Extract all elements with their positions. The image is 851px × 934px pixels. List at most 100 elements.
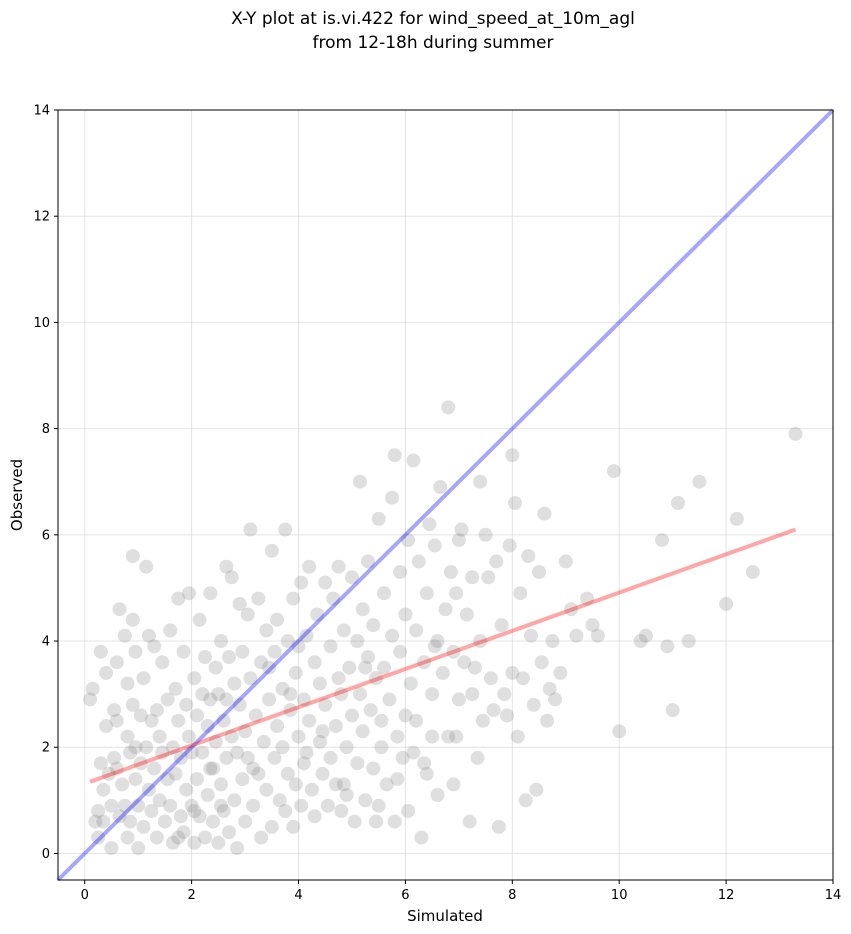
scatter-point [168, 681, 183, 696]
scatter-point [692, 474, 707, 489]
scatter-point [377, 586, 391, 601]
scatter-point [398, 607, 413, 622]
scatter-point [425, 729, 440, 744]
scatter-point [96, 782, 111, 797]
scatter-point [120, 729, 135, 744]
scatter-point [254, 655, 269, 670]
scatter-point [331, 671, 346, 686]
scatter-point [580, 591, 595, 606]
scatter-point [513, 586, 528, 601]
scatter-point [288, 665, 303, 680]
scatter-point [411, 554, 426, 569]
scatter-point [254, 830, 269, 845]
scatter-point [248, 708, 263, 723]
scatter-point [243, 671, 258, 686]
scatter-point [83, 692, 98, 707]
scatter-point [363, 703, 378, 718]
scatter-point [232, 596, 247, 611]
scatter-point [240, 750, 255, 765]
scatter-point [486, 703, 501, 718]
scatter-point [179, 782, 194, 797]
scatter-point [483, 671, 498, 686]
scatter-point [502, 538, 517, 553]
scatter-point [144, 804, 159, 818]
scatter-point [136, 819, 151, 834]
scatter-point [195, 745, 210, 760]
scatter-point [419, 586, 434, 601]
scatter-point [318, 697, 333, 712]
scatter-point [457, 655, 472, 670]
y-axis-ticks: 0 2 4 6 8 10 12 14 [33, 104, 58, 862]
scatter-point [371, 798, 386, 813]
scatter-point [443, 565, 458, 579]
scatter-point [326, 591, 341, 606]
scatter-point [219, 750, 234, 765]
scatter-point [200, 719, 215, 733]
scatter-point [224, 729, 239, 744]
scatter-point [606, 464, 621, 479]
scatter-point [141, 782, 156, 797]
y-tick-label: 12 [33, 210, 50, 225]
scatter-point [131, 798, 146, 813]
scatter-point [612, 724, 627, 739]
scatter-point [345, 708, 359, 723]
scatter-point [320, 798, 335, 813]
scatter-point [294, 575, 309, 590]
scatter-point [323, 750, 338, 765]
scatter-point [788, 426, 803, 441]
scatter-point [406, 453, 421, 468]
scatter-point [505, 665, 520, 680]
scatter-point [283, 687, 298, 702]
scatter-point [467, 660, 482, 675]
scatter-point [286, 819, 301, 834]
chart-title-line-2: from 12-18h during summer [313, 33, 554, 53]
scatter-point [128, 772, 143, 787]
scatter-point [125, 612, 140, 627]
scatter-point [339, 740, 354, 755]
scatter-point [345, 570, 359, 585]
scatter-point [449, 729, 464, 744]
scatter-point [259, 782, 274, 797]
scatter-point [435, 665, 450, 680]
scatter-point [149, 830, 164, 845]
scatter-point [230, 841, 245, 856]
scatter-point [393, 644, 408, 659]
scatter-point [307, 809, 322, 824]
scatter-point [350, 634, 365, 648]
scatter-point [171, 713, 186, 728]
scatter-point [278, 522, 293, 537]
scatter-point [125, 549, 140, 564]
scatter-point [526, 697, 541, 712]
scatter-point [328, 719, 343, 733]
scatter-point [393, 565, 408, 579]
scatter-point [216, 713, 231, 728]
scatter-point [133, 756, 148, 771]
scatter-point [387, 814, 402, 829]
scatter-point [104, 841, 119, 856]
scatter-point [590, 628, 605, 643]
scatter-point [315, 724, 330, 739]
scatter-point [238, 814, 253, 829]
scatter-point [155, 655, 170, 670]
scatter-point [128, 740, 143, 755]
scatter-point [745, 565, 760, 579]
scatter-point [219, 692, 234, 707]
scatter-point [291, 639, 306, 654]
scatter-point [379, 777, 394, 792]
scatter-point [299, 745, 314, 760]
scatter-point [334, 687, 349, 702]
scatter-point [441, 729, 456, 744]
scatter-point [198, 830, 212, 845]
scatter-point [473, 634, 488, 648]
scatter-point [264, 543, 279, 558]
scatter-point [350, 756, 365, 771]
scatter-point [465, 687, 480, 702]
scatter-point [366, 618, 381, 633]
scatter-point [419, 766, 434, 781]
scatter-point [353, 687, 367, 702]
scatter-point [120, 830, 135, 845]
scatter-point [222, 650, 236, 664]
scatter-point [524, 628, 538, 643]
scatter-point [374, 713, 389, 728]
scatter-point [109, 761, 124, 776]
